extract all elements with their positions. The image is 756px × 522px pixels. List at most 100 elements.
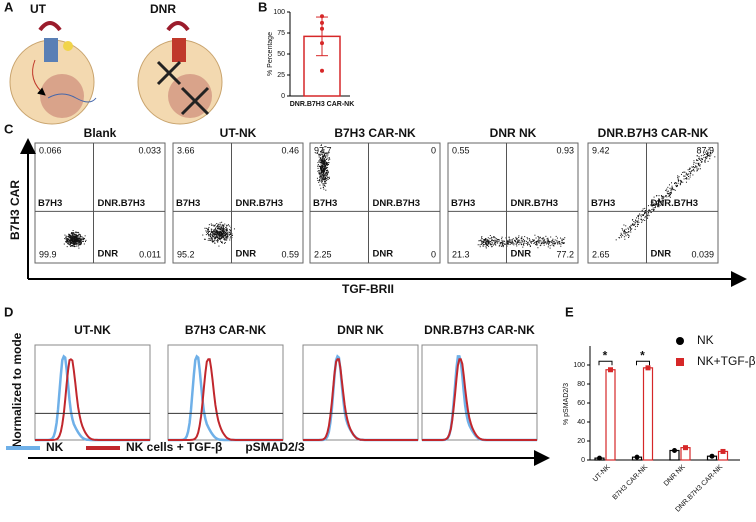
bar xyxy=(642,367,654,461)
event-dot xyxy=(508,236,510,238)
event-dot xyxy=(698,168,700,170)
event-dot xyxy=(324,183,326,185)
event-dot xyxy=(519,239,521,241)
quadrant-value: 0.066 xyxy=(39,145,62,155)
event-dot xyxy=(546,242,548,244)
event-dot xyxy=(210,231,212,233)
event-dot xyxy=(488,241,490,243)
event-dot xyxy=(541,243,543,245)
event-dot xyxy=(321,159,323,161)
event-dot xyxy=(535,243,537,245)
event-dot xyxy=(511,242,513,244)
event-dot xyxy=(215,234,217,236)
event-dot xyxy=(77,237,79,239)
event-dot xyxy=(479,246,481,248)
event-dot xyxy=(63,243,65,245)
event-dot xyxy=(220,228,222,230)
plot-title: B7H3 CAR-NK xyxy=(185,323,267,337)
event-dot xyxy=(211,231,213,233)
event-dot xyxy=(225,224,227,226)
event-dot xyxy=(562,242,564,244)
event-dot xyxy=(675,184,677,186)
event-dot xyxy=(83,238,85,240)
quadrant-value: 21.3 xyxy=(452,249,470,259)
event-dot xyxy=(328,157,330,159)
event-dot xyxy=(318,154,320,156)
event-dot xyxy=(70,245,72,247)
event-dot xyxy=(521,239,523,241)
event-dot xyxy=(83,240,85,242)
event-dot xyxy=(561,238,563,240)
event-dot xyxy=(328,159,330,161)
event-dot xyxy=(229,237,231,239)
event-dot xyxy=(326,154,328,156)
event-dot xyxy=(500,242,502,244)
event-dot xyxy=(543,244,545,246)
event-dot xyxy=(505,237,507,239)
event-dot xyxy=(500,245,502,247)
event-dot xyxy=(209,236,211,238)
event-dot xyxy=(632,223,634,225)
event-dot xyxy=(217,225,219,227)
event-dot xyxy=(226,238,228,240)
event-dot xyxy=(324,178,326,180)
event-dot xyxy=(326,158,328,160)
event-dot xyxy=(76,243,78,245)
event-dot xyxy=(74,243,76,245)
plot-title: UT-NK xyxy=(220,126,257,140)
event-dot xyxy=(217,224,219,226)
event-dot xyxy=(678,176,680,178)
event-dot xyxy=(319,170,321,172)
event-dot xyxy=(321,153,323,155)
event-dot xyxy=(220,229,222,231)
event-dot xyxy=(220,233,222,235)
event-dot xyxy=(76,232,78,234)
event-dot xyxy=(547,242,549,244)
event-dot xyxy=(71,244,73,246)
event-dot xyxy=(319,173,321,175)
significance-mark: * xyxy=(640,348,645,362)
event-dot xyxy=(636,225,638,227)
event-dot xyxy=(542,239,544,241)
event-dot xyxy=(644,217,646,219)
event-dot xyxy=(320,178,322,180)
event-dot xyxy=(526,240,528,242)
event-dot xyxy=(709,151,711,153)
event-dot xyxy=(618,237,620,239)
event-dot xyxy=(322,163,324,165)
event-dot xyxy=(75,235,77,237)
event-dot xyxy=(320,168,322,170)
event-dot xyxy=(76,240,78,242)
event-dot xyxy=(556,237,558,239)
event-dot xyxy=(637,220,639,222)
event-dot xyxy=(563,242,565,244)
event-dot xyxy=(522,240,524,242)
event-dot xyxy=(533,243,535,245)
event-dot xyxy=(222,234,224,236)
event-dot xyxy=(550,236,552,238)
event-dot xyxy=(661,201,663,203)
event-dot xyxy=(323,184,325,186)
quadrant-value: 0.55 xyxy=(452,145,470,155)
event-dot xyxy=(658,198,660,200)
event-dot xyxy=(687,173,689,175)
event-dot xyxy=(212,232,214,234)
event-dot xyxy=(317,167,319,169)
event-dot xyxy=(217,237,219,239)
event-dot xyxy=(536,243,538,245)
event-dot xyxy=(213,240,215,242)
event-dot xyxy=(219,238,221,240)
event-dot xyxy=(320,179,322,181)
event-dot xyxy=(554,239,556,241)
event-dot xyxy=(690,172,692,174)
panel-label: C xyxy=(4,121,14,136)
event-dot xyxy=(657,200,659,202)
event-dot xyxy=(325,168,327,170)
event-dot xyxy=(556,242,558,244)
event-dot xyxy=(704,160,706,162)
event-dot xyxy=(210,234,212,236)
event-dot xyxy=(222,235,224,237)
event-dot xyxy=(668,195,670,197)
event-dot xyxy=(515,241,517,243)
event-dot xyxy=(661,199,663,201)
